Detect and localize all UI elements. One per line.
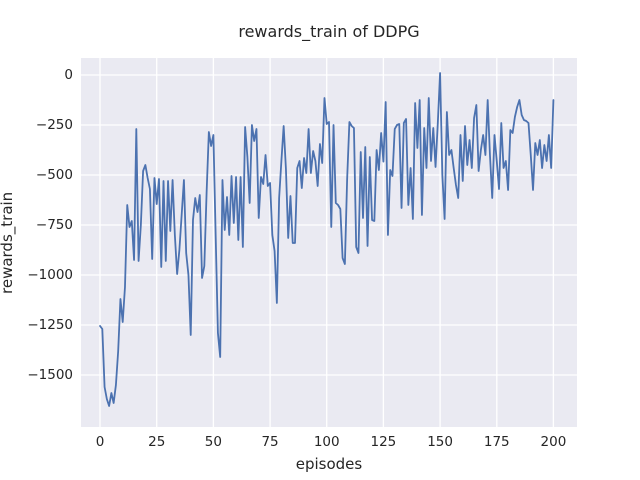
x-tick-label: 175 bbox=[483, 434, 510, 450]
grid-lines bbox=[81, 58, 577, 427]
y-tick-label: −250 bbox=[35, 117, 73, 133]
plot-area bbox=[81, 58, 577, 427]
y-tick-label: −1250 bbox=[27, 317, 73, 333]
x-tick-label: 50 bbox=[204, 434, 222, 450]
plot-svg bbox=[81, 58, 577, 427]
x-tick-label: 100 bbox=[313, 434, 340, 450]
y-axis-label: rewards_train bbox=[0, 191, 16, 294]
chart-title: rewards_train of DDPG bbox=[238, 22, 420, 41]
x-tick-label: 150 bbox=[427, 434, 453, 450]
y-tick-label: −1000 bbox=[27, 267, 73, 283]
y-tick-label: −1500 bbox=[27, 367, 73, 383]
x-axis-label: episodes bbox=[295, 455, 363, 473]
x-tick-label: 125 bbox=[370, 434, 397, 450]
y-tick-label: −750 bbox=[35, 217, 73, 233]
x-tick-label: 0 bbox=[95, 434, 105, 450]
reward-line bbox=[99, 72, 555, 407]
x-tick-label: 25 bbox=[148, 434, 166, 450]
y-tick-label: −500 bbox=[35, 167, 73, 183]
x-tick-label: 200 bbox=[540, 434, 567, 450]
y-tick-label: 0 bbox=[64, 67, 73, 83]
x-tick-label: 75 bbox=[261, 434, 279, 450]
